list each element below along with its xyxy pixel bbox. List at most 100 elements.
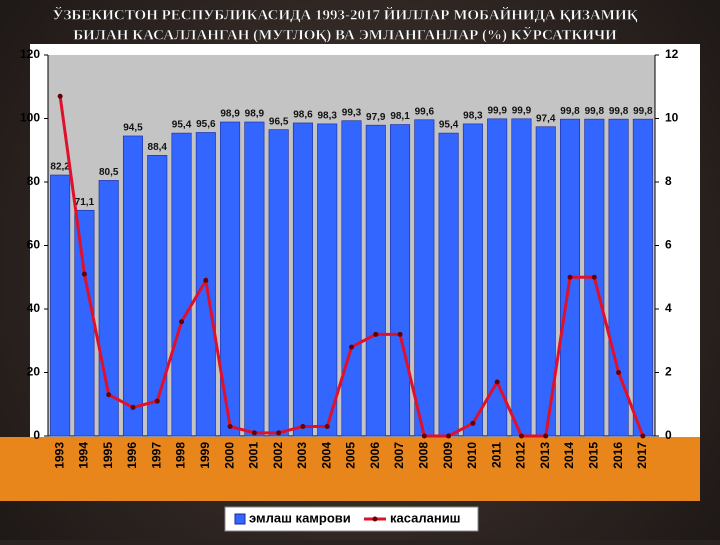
legend bbox=[224, 506, 479, 532]
bar bbox=[74, 209, 95, 437]
value-label: 98,9 bbox=[220, 109, 240, 120]
bar bbox=[632, 118, 653, 437]
value-label: 99,8 bbox=[609, 106, 629, 117]
value-label: 99,9 bbox=[487, 105, 507, 116]
point bbox=[106, 392, 112, 398]
legend-swatch bbox=[234, 513, 246, 525]
bar bbox=[462, 123, 483, 437]
point bbox=[81, 271, 87, 277]
value-label: 95,4 bbox=[172, 120, 192, 131]
x-tick-label: 2013 bbox=[538, 442, 552, 469]
x-tick-label: 2000 bbox=[222, 442, 236, 469]
point bbox=[57, 93, 63, 99]
y-tick-label: 80 bbox=[27, 174, 41, 188]
point bbox=[324, 423, 330, 429]
value-label: 98,9 bbox=[245, 109, 265, 120]
x-tick-label: 2005 bbox=[344, 442, 358, 469]
point bbox=[154, 398, 160, 404]
point bbox=[421, 433, 427, 439]
point bbox=[567, 274, 573, 280]
x-tick-label: 2002 bbox=[271, 442, 285, 469]
y2-tick-label: 8 bbox=[665, 174, 672, 188]
x-tick-label: 1999 bbox=[198, 442, 212, 469]
bar bbox=[438, 132, 459, 437]
point bbox=[470, 420, 476, 426]
x-tick-label: 1996 bbox=[125, 442, 139, 469]
point bbox=[494, 379, 500, 385]
y2-tick-label: 0 bbox=[665, 428, 672, 442]
bar bbox=[147, 155, 168, 437]
point bbox=[518, 433, 524, 439]
x-tick-label: 2017 bbox=[635, 442, 649, 469]
x-tick-label: 2001 bbox=[247, 442, 261, 469]
value-label: 98,3 bbox=[463, 111, 483, 122]
point bbox=[591, 274, 597, 280]
value-label: 99,6 bbox=[415, 106, 435, 117]
value-label: 95,6 bbox=[196, 119, 216, 130]
x-tick-label: 2012 bbox=[514, 442, 528, 469]
value-label: 82,2 bbox=[50, 162, 70, 173]
point bbox=[130, 404, 136, 410]
bar bbox=[220, 121, 241, 437]
bar bbox=[365, 124, 386, 437]
bar bbox=[414, 119, 435, 437]
bar bbox=[511, 118, 532, 437]
value-label: 95,4 bbox=[439, 120, 459, 131]
x-tick-label: 2014 bbox=[562, 442, 576, 469]
value-label: 98,6 bbox=[293, 110, 313, 121]
value-label: 99,3 bbox=[342, 107, 362, 118]
legend-label: эмлаш камрови bbox=[249, 510, 351, 525]
bar bbox=[122, 135, 143, 437]
value-label: 96,5 bbox=[269, 116, 289, 127]
point bbox=[373, 331, 379, 337]
value-label: 97,9 bbox=[366, 112, 386, 123]
value-label: 80,5 bbox=[99, 167, 119, 178]
y2-tick-label: 6 bbox=[665, 238, 672, 252]
x-tick-label: 2016 bbox=[611, 442, 625, 469]
value-label: 98,1 bbox=[390, 111, 410, 122]
point bbox=[640, 433, 646, 439]
x-tick-label: 1998 bbox=[174, 442, 188, 469]
x-tick-label: 2015 bbox=[586, 442, 600, 469]
value-label: 94,5 bbox=[123, 123, 143, 134]
bar bbox=[50, 174, 71, 437]
bar bbox=[487, 118, 508, 437]
point bbox=[397, 331, 403, 337]
x-tick-label: 1994 bbox=[77, 442, 91, 469]
value-label: 71,1 bbox=[75, 197, 95, 208]
point bbox=[203, 277, 209, 283]
point bbox=[251, 430, 257, 436]
point bbox=[227, 423, 233, 429]
bar bbox=[244, 121, 265, 437]
chart-title: ЎЗБЕКИСТОН РЕСПУБЛИКАСИДА 1993-2017 ЙИЛЛ… bbox=[53, 6, 638, 23]
x-tick-label: 1997 bbox=[149, 442, 163, 469]
legend-swatch bbox=[372, 516, 378, 522]
value-label: 88,4 bbox=[148, 142, 168, 153]
x-tick-label: 2004 bbox=[319, 442, 333, 469]
x-tick-label: 2010 bbox=[465, 442, 479, 469]
y2-tick-label: 12 bbox=[665, 47, 679, 61]
chart-title: БИЛАН КАСАЛЛАНГАН (МУТЛОҚ) ВА ЭМЛАНГАНЛА… bbox=[73, 26, 617, 43]
value-label: 99,8 bbox=[585, 106, 605, 117]
y-tick-label: 60 bbox=[27, 238, 41, 252]
bar bbox=[292, 122, 313, 437]
point bbox=[179, 319, 185, 325]
y-tick-label: 40 bbox=[27, 301, 41, 315]
bar bbox=[268, 129, 289, 437]
x-tick-label: 1993 bbox=[52, 442, 66, 469]
y2-tick-label: 2 bbox=[665, 365, 672, 379]
value-label: 99,8 bbox=[633, 106, 653, 117]
category-band bbox=[0, 437, 700, 501]
bar bbox=[317, 123, 338, 437]
value-label: 99,8 bbox=[560, 106, 580, 117]
point bbox=[616, 370, 622, 375]
y-tick-label: 20 bbox=[27, 365, 41, 379]
bar bbox=[390, 124, 411, 437]
point bbox=[276, 430, 282, 436]
x-tick-label: 2007 bbox=[392, 442, 406, 469]
legend-label: касаланиш bbox=[390, 510, 461, 525]
value-label: 97,4 bbox=[536, 113, 556, 124]
point bbox=[349, 344, 354, 350]
